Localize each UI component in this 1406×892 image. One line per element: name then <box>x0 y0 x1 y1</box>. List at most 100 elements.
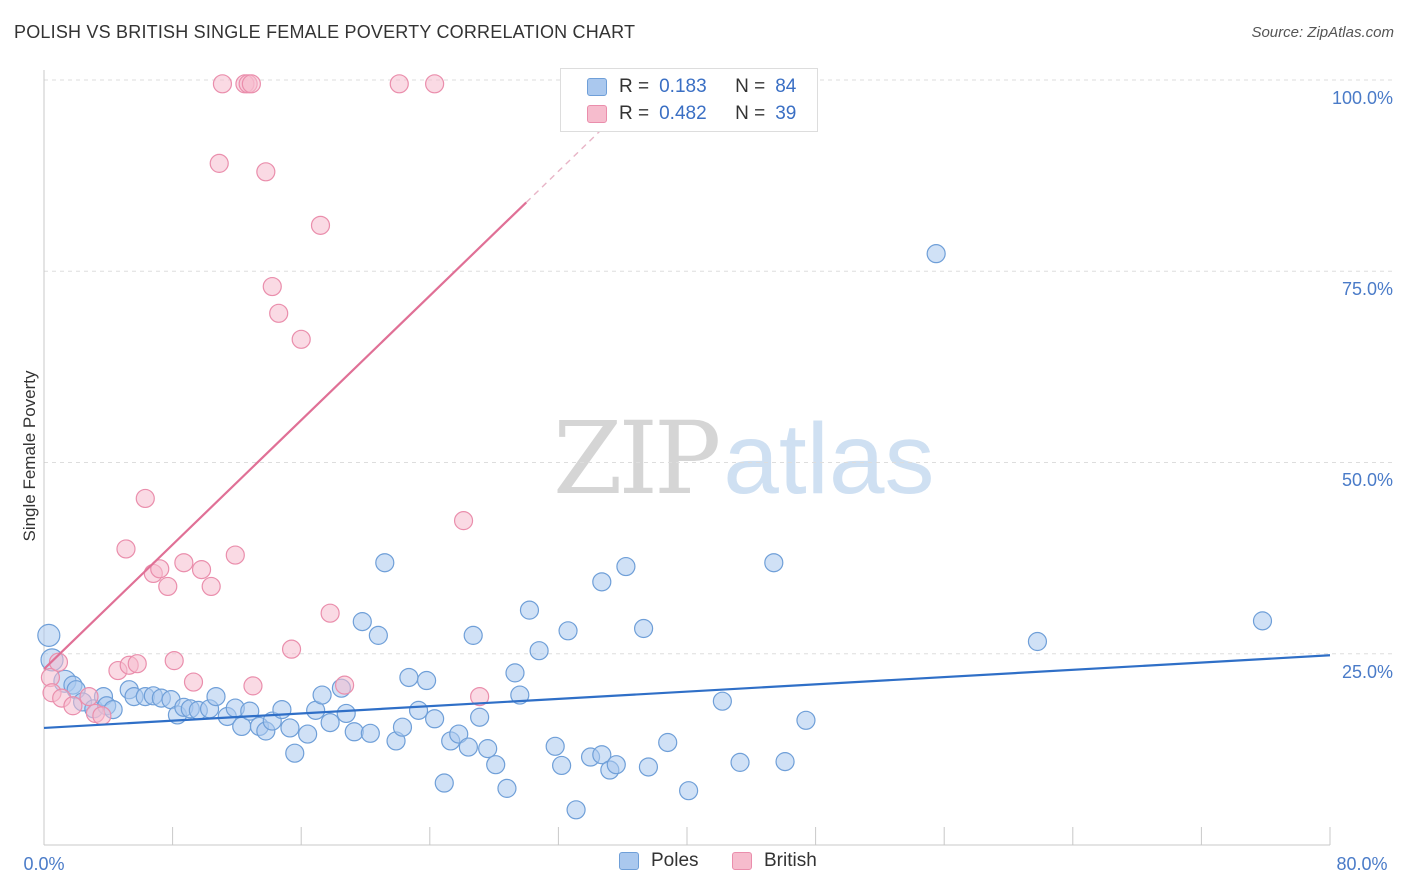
x-tick-labels: 0.0% 80.0% <box>23 854 1387 874</box>
british-point <box>116 539 136 559</box>
y-tick-label: 75.0% <box>1342 279 1393 299</box>
british-point <box>256 162 276 182</box>
watermark: ZIPatlas <box>553 400 935 517</box>
source-label: Source: ZipAtlas.com <box>1251 24 1394 41</box>
y-tick-label: 25.0% <box>1342 662 1393 682</box>
legend-stats: R = 0.183 N = 84 R = 0.482 N = 39 <box>560 68 818 132</box>
poles-point <box>368 625 388 645</box>
poles-point <box>712 691 732 711</box>
british-point <box>191 559 212 580</box>
poles-point <box>1252 611 1273 631</box>
british-point <box>281 639 302 659</box>
poles-swatch <box>619 852 639 870</box>
british-point <box>320 603 340 623</box>
poles-point <box>392 717 413 737</box>
poles-point <box>796 710 816 730</box>
y-tick-labels: 25.0% 50.0% 75.0% 100.0% <box>1332 88 1393 682</box>
british-point <box>63 696 83 716</box>
legend-item-poles[interactable]: Poles <box>619 850 699 872</box>
x-tick-label: 80.0% <box>1336 854 1387 874</box>
british-points <box>40 74 490 726</box>
poles-point <box>336 703 356 724</box>
british-point <box>470 686 490 707</box>
poles-point <box>478 739 498 759</box>
british-swatch <box>587 105 607 123</box>
poles-point <box>510 685 530 705</box>
watermark-atlas: atlas <box>723 403 935 515</box>
poles-point <box>399 667 419 688</box>
poles-point <box>352 612 372 632</box>
poles-point <box>606 755 626 775</box>
y-tick-label: 100.0% <box>1332 88 1393 108</box>
poles-point <box>633 618 654 639</box>
british-point <box>48 652 69 672</box>
poles-point <box>470 707 490 727</box>
british-point <box>425 74 445 94</box>
poles-point <box>320 712 340 733</box>
poles-point <box>206 686 226 707</box>
n-value: 84 <box>775 76 797 97</box>
british-point <box>127 654 147 674</box>
british-point <box>453 511 474 531</box>
british-point <box>269 303 289 323</box>
british-swatch <box>732 852 752 870</box>
poles-point <box>285 743 305 763</box>
n-value: 39 <box>775 103 797 124</box>
british-point <box>209 153 229 173</box>
legend-label-poles: Poles <box>651 850 699 871</box>
legend-series: Poles British <box>0 850 1406 878</box>
poles-point <box>458 737 478 757</box>
poles-point <box>298 724 318 744</box>
r-value: 0.183 <box>659 76 707 97</box>
poles-point <box>434 773 454 793</box>
poles-point <box>764 553 784 573</box>
poles-point <box>529 641 549 661</box>
british-point <box>174 553 194 573</box>
british-point <box>262 276 282 297</box>
poles-point <box>926 244 946 264</box>
x-tick-label: 0.0% <box>23 854 64 874</box>
poles-point <box>552 755 572 776</box>
poles-points <box>37 244 1273 820</box>
poles-point <box>486 755 506 775</box>
n-label: N = <box>735 76 766 97</box>
poles-point <box>505 663 525 683</box>
poles-point <box>730 752 750 772</box>
british-trend-line <box>43 201 528 670</box>
watermark-zip: ZIP <box>553 400 721 517</box>
r-value: 0.482 <box>659 103 707 124</box>
poles-point <box>658 732 678 753</box>
poles-point <box>449 724 469 744</box>
grid-lines <box>44 79 1393 655</box>
poles-point <box>344 722 364 742</box>
british-point <box>310 215 331 235</box>
british-point <box>201 576 221 597</box>
r-label: R = <box>619 103 650 124</box>
poles-point <box>312 685 332 705</box>
british-point <box>212 74 233 94</box>
british-point <box>158 576 178 597</box>
british-point <box>183 672 204 692</box>
poles-point <box>545 736 565 756</box>
british-point <box>241 74 261 94</box>
poles-point <box>1027 631 1048 652</box>
poles-trend-line <box>43 654 1331 730</box>
r-label: R = <box>619 76 650 97</box>
poles-point <box>592 572 612 592</box>
poles-point <box>566 800 586 820</box>
chart-title: POLISH VS BRITISH SINGLE FEMALE POVERTY … <box>14 22 636 42</box>
british-point <box>135 488 155 509</box>
y-tick-label: 50.0% <box>1342 470 1393 490</box>
poles-point <box>775 752 795 772</box>
poles-point <box>416 670 437 691</box>
poles-point <box>679 781 699 801</box>
legend-row-british: R = 0.482 N = 39 <box>587 102 796 126</box>
poles-point <box>638 757 659 777</box>
british-point <box>150 559 170 579</box>
british-point <box>335 675 355 695</box>
poles-point <box>375 553 395 573</box>
poles-point <box>425 709 445 729</box>
british-point <box>291 329 311 349</box>
legend-row-poles: R = 0.183 N = 84 <box>587 75 796 99</box>
legend-item-british[interactable]: British <box>732 850 817 872</box>
